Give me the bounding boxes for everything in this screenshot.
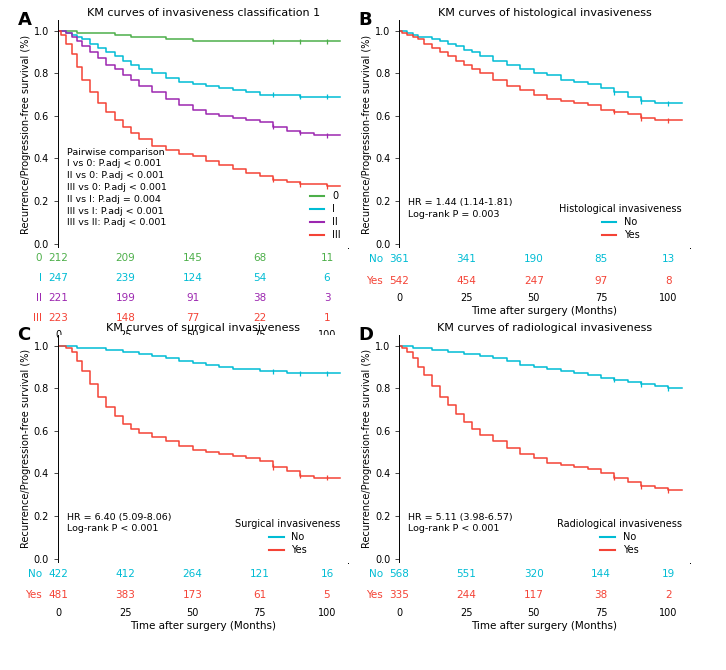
Text: 148: 148 [115,314,135,323]
Text: HR = 5.11 (3.98-6.57)
Log-rank P < 0.001: HR = 5.11 (3.98-6.57) Log-rank P < 0.001 [408,513,513,533]
Text: No: No [369,254,383,264]
Text: 5: 5 [324,590,330,600]
Legend: No, Yes: No, Yes [232,517,343,558]
Text: 144: 144 [591,569,611,579]
Text: B: B [359,11,372,29]
Text: 145: 145 [182,253,203,263]
X-axis label: Time after surgery (Months): Time after surgery (Months) [471,620,618,630]
Text: 320: 320 [524,569,544,579]
Text: 244: 244 [457,590,476,600]
Text: 190: 190 [524,254,544,264]
Text: 239: 239 [115,273,135,283]
Text: 173: 173 [182,590,203,600]
Text: 97: 97 [595,275,608,285]
Text: 8: 8 [665,275,672,285]
Title: KM curves of invasiveness classification 1: KM curves of invasiveness classification… [86,8,320,18]
Legend: No, Yes: No, Yes [556,202,685,243]
Text: 209: 209 [115,253,135,263]
Text: 3: 3 [324,293,330,303]
Text: 199: 199 [115,293,135,303]
Title: KM curves of radiological invasiveness: KM curves of radiological invasiveness [437,323,652,333]
Text: 1: 1 [324,314,330,323]
Text: 22: 22 [253,314,266,323]
X-axis label: Time after surgery (Months): Time after surgery (Months) [471,306,618,316]
Text: D: D [359,326,374,344]
Text: 124: 124 [182,273,203,283]
Text: 77: 77 [186,314,199,323]
Y-axis label: Recurrence/Progression-free survival (%): Recurrence/Progression-free survival (%) [362,349,372,549]
Text: 335: 335 [389,590,409,600]
Text: 542: 542 [389,275,409,285]
Text: 247: 247 [48,273,68,283]
Text: Yes: Yes [25,590,42,600]
Text: 0: 0 [36,253,42,263]
Text: Yes: Yes [367,590,383,600]
Text: 121: 121 [250,569,269,579]
Text: 212: 212 [48,253,68,263]
Text: No: No [28,569,42,579]
Text: I: I [39,273,42,283]
Y-axis label: Recurrence/Progression-free survival (%): Recurrence/Progression-free survival (%) [21,349,31,549]
Text: C: C [17,326,30,344]
Text: 422: 422 [48,569,68,579]
Text: 412: 412 [115,569,135,579]
Text: 13: 13 [661,254,674,264]
Text: 454: 454 [457,275,476,285]
Text: 6: 6 [324,273,330,283]
Text: 19: 19 [661,569,674,579]
Text: II: II [36,293,42,303]
Legend: No, Yes: No, Yes [554,517,685,558]
X-axis label: Time after surgery (Months): Time after surgery (Months) [130,620,277,630]
Text: 264: 264 [182,569,203,579]
Text: No: No [369,569,383,579]
Text: 85: 85 [595,254,608,264]
Text: Yes: Yes [367,275,383,285]
Text: 16: 16 [320,569,333,579]
Text: 38: 38 [253,293,266,303]
Text: 61: 61 [253,590,266,600]
Y-axis label: Recurrence/Progression-free survival (%): Recurrence/Progression-free survival (%) [21,34,31,234]
Title: KM curves of surgical invasiveness: KM curves of surgical invasiveness [106,323,301,333]
Text: 2: 2 [665,590,672,600]
Text: 247: 247 [523,275,544,285]
Text: 551: 551 [457,569,476,579]
Text: 383: 383 [115,590,135,600]
Text: 361: 361 [389,254,409,264]
Text: 221: 221 [48,293,68,303]
Text: 117: 117 [523,590,544,600]
Text: 223: 223 [48,314,68,323]
Text: 568: 568 [389,569,409,579]
Text: A: A [17,11,31,29]
Text: 481: 481 [48,590,68,600]
Text: HR = 1.44 (1.14-1.81)
Log-rank P = 0.003: HR = 1.44 (1.14-1.81) Log-rank P = 0.003 [408,198,513,218]
Text: HR = 6.40 (5.09-8.06)
Log-rank P < 0.001: HR = 6.40 (5.09-8.06) Log-rank P < 0.001 [67,513,171,533]
Text: 54: 54 [253,273,266,283]
Legend: 0, I, II, III: 0, I, II, III [307,188,343,243]
X-axis label: Time after surgery (Months): Time after surgery (Months) [130,342,277,352]
Y-axis label: Recurrence/Progression-free survival (%): Recurrence/Progression-free survival (%) [362,34,372,234]
Text: Pairwise comparison
I vs 0: P.adj < 0.001
II vs 0: P.adj < 0.001
III vs 0: P.adj: Pairwise comparison I vs 0: P.adj < 0.00… [67,147,167,228]
Text: 38: 38 [595,590,608,600]
Text: 341: 341 [457,254,476,264]
Text: III: III [33,314,42,323]
Text: 11: 11 [320,253,333,263]
Text: 68: 68 [253,253,266,263]
Text: 91: 91 [186,293,199,303]
Title: KM curves of histological invasiveness: KM curves of histological invasiveness [438,8,651,18]
